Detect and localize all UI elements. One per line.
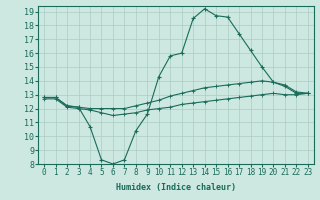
X-axis label: Humidex (Indice chaleur): Humidex (Indice chaleur) xyxy=(116,183,236,192)
